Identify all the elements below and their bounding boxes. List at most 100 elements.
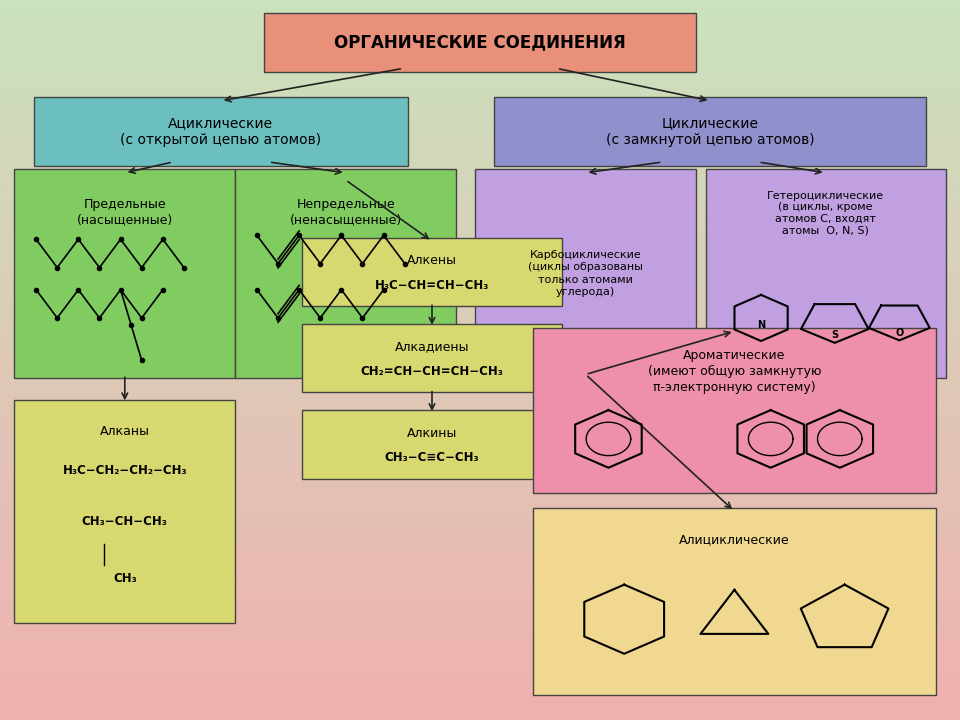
Bar	[0, 144, 960, 151]
Bar	[0, 374, 960, 382]
Bar	[0, 202, 960, 209]
Bar	[0, 526, 960, 533]
Bar	[0, 58, 960, 65]
Bar	[0, 418, 960, 425]
Text: Гетероциклические
(в циклы, кроме
атомов С, входят
атомы  O, N, S): Гетероциклические (в циклы, кроме атомов…	[767, 191, 884, 235]
Bar	[0, 324, 960, 331]
FancyBboxPatch shape	[533, 328, 936, 493]
Bar	[0, 137, 960, 144]
Text: CH₃: CH₃	[113, 572, 136, 585]
FancyBboxPatch shape	[264, 13, 696, 72]
Text: Алициклические: Алициклические	[679, 533, 790, 546]
Bar	[0, 72, 960, 79]
Bar	[0, 0, 960, 7]
Bar	[0, 317, 960, 324]
Bar	[0, 605, 960, 612]
Bar	[0, 619, 960, 626]
Text: ОРГАНИЧЕСКИЕ СОЕДИНЕНИЯ: ОРГАНИЧЕСКИЕ СОЕДИНЕНИЯ	[334, 33, 626, 52]
Bar	[0, 346, 960, 353]
Bar	[0, 446, 960, 454]
FancyBboxPatch shape	[706, 169, 946, 378]
Bar	[0, 634, 960, 641]
Bar	[0, 583, 960, 590]
Bar	[0, 65, 960, 72]
Bar	[0, 166, 960, 173]
Bar	[0, 576, 960, 583]
Bar	[0, 310, 960, 317]
Bar	[0, 641, 960, 648]
Bar	[0, 626, 960, 634]
Bar	[0, 706, 960, 713]
Bar	[0, 302, 960, 310]
Bar	[0, 410, 960, 418]
Text: N: N	[757, 320, 765, 330]
FancyBboxPatch shape	[494, 97, 926, 166]
Bar	[0, 540, 960, 547]
Bar	[0, 151, 960, 158]
Text: H₃C−CH=CH−CH₃: H₃C−CH=CH−CH₃	[374, 279, 490, 292]
Text: Предельные
(насыщенные): Предельные (насыщенные)	[77, 198, 173, 226]
Bar	[0, 396, 960, 403]
Bar	[0, 504, 960, 511]
Text: CH₃−CH−CH₃: CH₃−CH−CH₃	[82, 515, 168, 528]
Text: S: S	[831, 330, 838, 340]
Bar	[0, 274, 960, 281]
Bar	[0, 569, 960, 576]
Bar	[0, 266, 960, 274]
Bar	[0, 180, 960, 187]
Bar	[0, 29, 960, 36]
Bar	[0, 662, 960, 670]
Bar	[0, 22, 960, 29]
Bar	[0, 194, 960, 202]
Bar	[0, 468, 960, 475]
Text: Непредельные
(ненасыщенные): Непредельные (ненасыщенные)	[290, 198, 401, 226]
Bar	[0, 209, 960, 216]
Bar	[0, 425, 960, 432]
Text: Алкены: Алкены	[407, 254, 457, 267]
Text: Алкадиены: Алкадиены	[395, 341, 469, 354]
Bar	[0, 216, 960, 223]
Bar	[0, 454, 960, 461]
Bar	[0, 403, 960, 410]
Text: Ароматические
(имеют общую замкнутую
π-электронную систему): Ароматические (имеют общую замкнутую π-э…	[648, 349, 821, 395]
Bar	[0, 518, 960, 526]
FancyBboxPatch shape	[235, 169, 456, 378]
Bar	[0, 86, 960, 94]
Text: Ациклические
(с открытой цепью атомов): Ациклические (с открытой цепью атомов)	[120, 116, 322, 147]
Bar	[0, 677, 960, 684]
Bar	[0, 691, 960, 698]
Bar	[0, 7, 960, 14]
FancyBboxPatch shape	[475, 169, 696, 378]
Bar	[0, 554, 960, 562]
Bar	[0, 238, 960, 245]
Bar	[0, 43, 960, 50]
FancyBboxPatch shape	[302, 324, 562, 392]
Bar	[0, 230, 960, 238]
Bar	[0, 101, 960, 108]
Bar	[0, 439, 960, 446]
Text: Алкины: Алкины	[407, 427, 457, 440]
Bar	[0, 598, 960, 605]
FancyBboxPatch shape	[14, 169, 235, 378]
Bar	[0, 389, 960, 396]
Bar	[0, 14, 960, 22]
Bar	[0, 684, 960, 691]
Bar	[0, 259, 960, 266]
Text: H₃C−CH₂−CH₂−CH₃: H₃C−CH₂−CH₂−CH₃	[62, 464, 187, 477]
Bar	[0, 511, 960, 518]
Bar	[0, 288, 960, 295]
Bar	[0, 590, 960, 598]
Bar	[0, 281, 960, 288]
Bar	[0, 547, 960, 554]
FancyBboxPatch shape	[14, 400, 235, 623]
Bar	[0, 612, 960, 619]
Bar	[0, 115, 960, 122]
Bar	[0, 367, 960, 374]
Bar	[0, 475, 960, 482]
Bar	[0, 331, 960, 338]
Text: Карбоциклические
(циклы образованы
только атомами
углерода): Карбоциклические (циклы образованы тольк…	[528, 250, 643, 297]
FancyBboxPatch shape	[302, 410, 562, 479]
Text: CH₃−C≡C−CH₃: CH₃−C≡C−CH₃	[385, 451, 479, 464]
Bar	[0, 50, 960, 58]
Bar	[0, 353, 960, 360]
